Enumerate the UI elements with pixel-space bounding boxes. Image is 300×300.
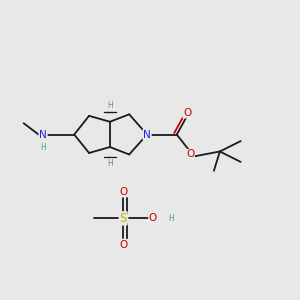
Text: H: H — [40, 142, 46, 152]
Text: H: H — [168, 214, 174, 223]
Text: O: O — [183, 108, 191, 118]
Text: H: H — [107, 159, 113, 168]
Text: N: N — [143, 130, 151, 140]
Text: O: O — [119, 187, 128, 196]
Text: O: O — [119, 240, 128, 250]
Text: O: O — [186, 149, 194, 160]
Text: N: N — [39, 130, 47, 140]
Text: O: O — [149, 213, 157, 224]
Text: H: H — [107, 101, 113, 110]
Text: S: S — [120, 212, 127, 225]
